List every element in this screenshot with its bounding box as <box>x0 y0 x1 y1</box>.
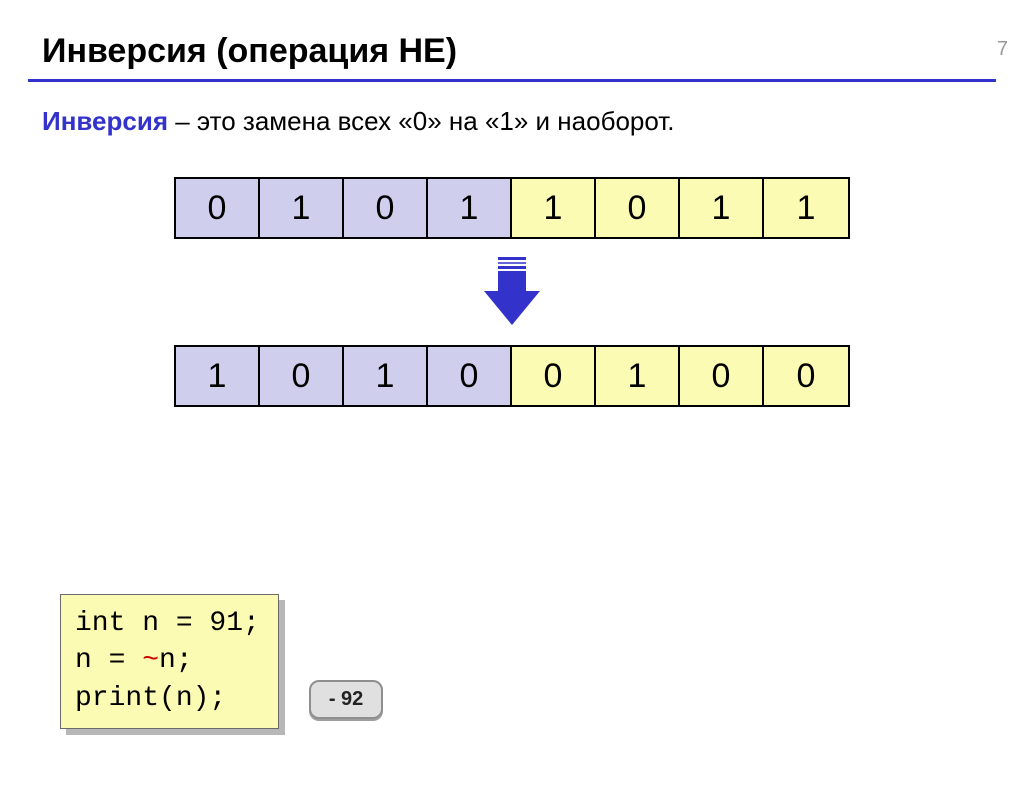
bit-cell: 1 <box>176 347 260 405</box>
bit-cell: 1 <box>428 179 512 237</box>
bitrows: 01011011 10100100 <box>0 177 1024 407</box>
bit-cell: 1 <box>260 179 344 237</box>
code-line-3: print(n); <box>75 680 260 718</box>
result-box: - 92 <box>309 680 383 719</box>
bit-cell: 1 <box>680 179 764 237</box>
bottom-area: int n = 91; n = ~n; print(n); - 92 <box>60 594 383 729</box>
arrow-down-icon <box>485 257 539 325</box>
bit-row-bottom: 10100100 <box>174 345 850 407</box>
title-rule <box>28 79 996 82</box>
bit-cell: 0 <box>512 347 596 405</box>
bit-cell: 0 <box>428 347 512 405</box>
arrow-down-wrap <box>485 257 539 325</box>
bit-cell: 1 <box>512 179 596 237</box>
bit-cell: 1 <box>764 179 848 237</box>
code-line-1: int n = 91; <box>75 605 260 643</box>
code-box: int n = 91; n = ~n; print(n); <box>60 594 279 729</box>
bit-cell: 0 <box>344 179 428 237</box>
slide-number: 7 <box>997 38 1008 61</box>
slide: 7 Инверсия (операция НЕ) Инверсия – это … <box>0 32 1024 799</box>
code-line-2: n = ~n; <box>75 642 260 680</box>
code-tilde: ~ <box>142 645 159 676</box>
definition: Инверсия – это замена всех «0» на «1» и … <box>42 106 1024 137</box>
definition-rest: – это замена всех «0» на «1» и наоборот. <box>168 106 675 136</box>
code-line-2a: n = <box>75 645 142 676</box>
bit-cell: 0 <box>680 347 764 405</box>
bit-cell: 0 <box>764 347 848 405</box>
bit-row-top: 01011011 <box>174 177 850 239</box>
bit-cell: 0 <box>176 179 260 237</box>
slide-title: Инверсия (операция НЕ) <box>42 32 1024 71</box>
definition-term: Инверсия <box>42 106 168 136</box>
bit-cell: 1 <box>344 347 428 405</box>
bit-cell: 1 <box>596 347 680 405</box>
bit-cell: 0 <box>260 347 344 405</box>
code-line-2c: n; <box>159 645 193 676</box>
bit-cell: 0 <box>596 179 680 237</box>
